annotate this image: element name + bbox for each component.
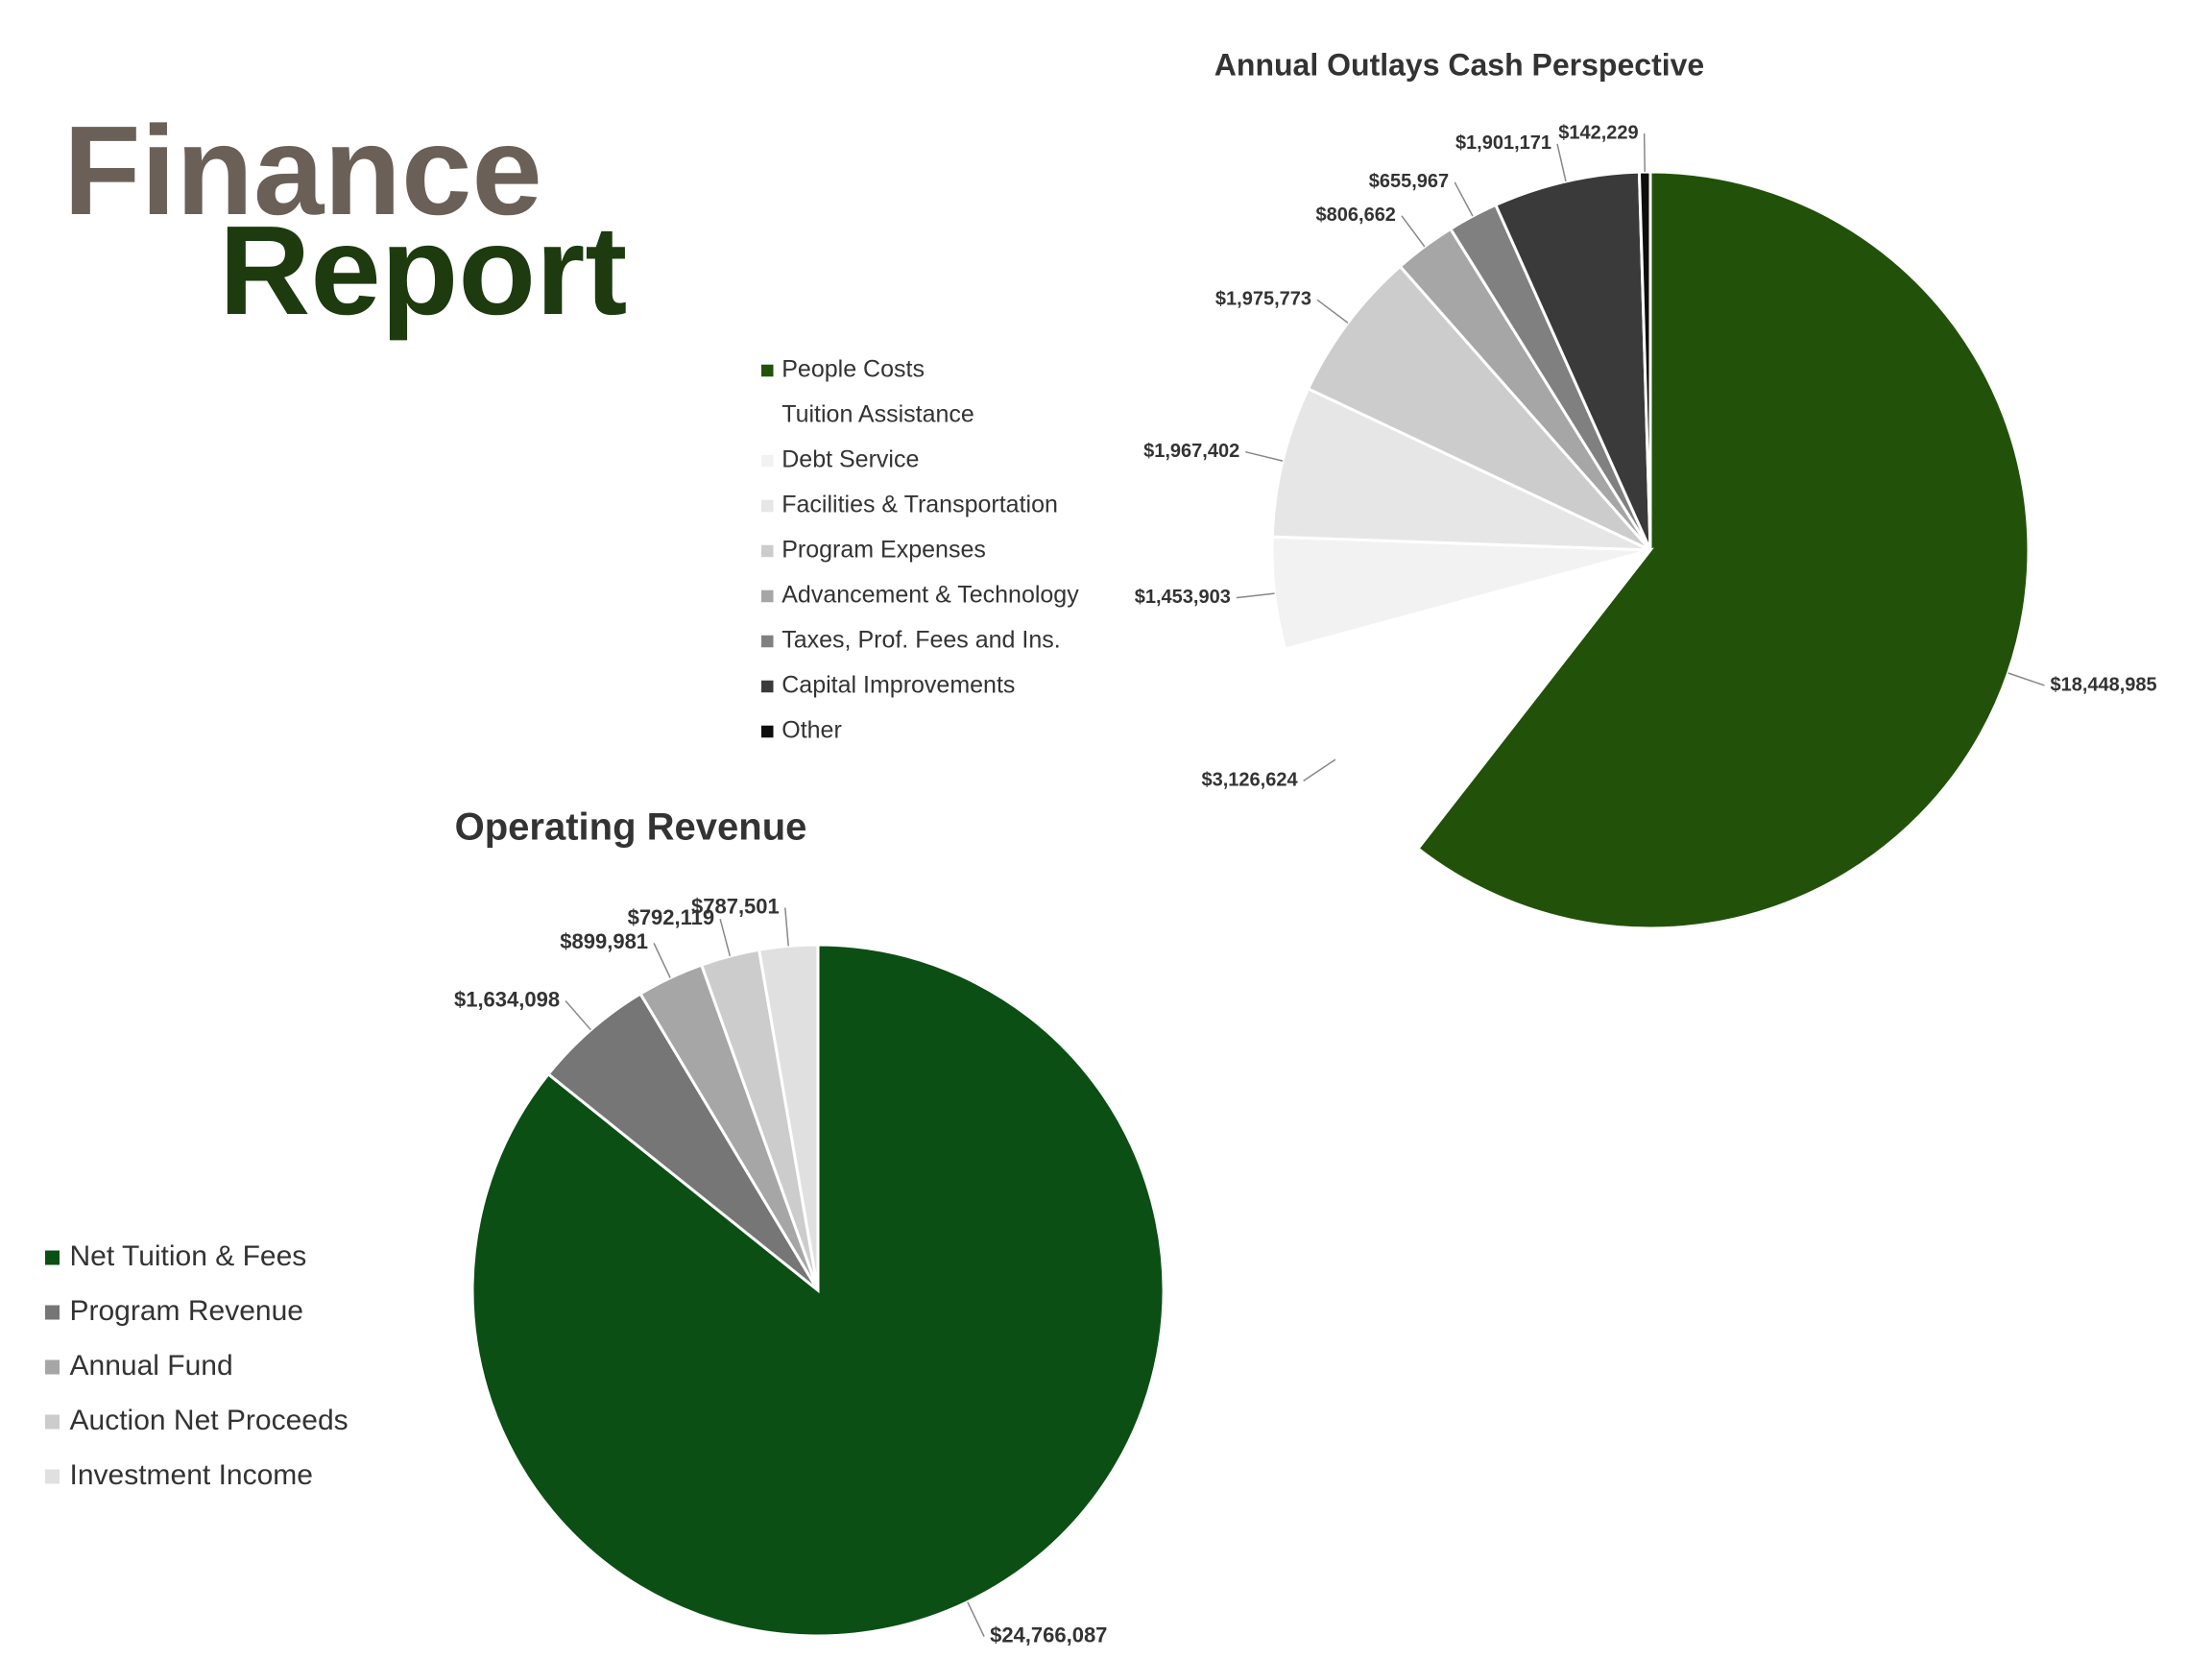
chart-title: Annual Outlays Cash Perspective bbox=[1214, 47, 1704, 82]
data-label: $18,448,985 bbox=[2050, 674, 2156, 695]
data-label: $1,901,171 bbox=[1455, 132, 1551, 154]
legend-swatch bbox=[761, 409, 774, 422]
pie-slice bbox=[546, 992, 820, 1292]
data-label: $655,967 bbox=[1369, 171, 1449, 192]
data-label: $24,766,087 bbox=[990, 1623, 1107, 1647]
legend-label: Tuition Assistance bbox=[781, 401, 974, 428]
legend-label: Annual Fund bbox=[70, 1350, 233, 1382]
legend-swatch bbox=[761, 499, 774, 513]
legend-swatch bbox=[45, 1359, 60, 1375]
legend-label: Capital Improvements bbox=[781, 672, 1015, 699]
legend-swatch bbox=[761, 680, 774, 693]
data-label: $3,126,624 bbox=[1202, 770, 1299, 791]
leader-line bbox=[1401, 215, 1426, 248]
legend-label: Debt Service bbox=[781, 446, 919, 473]
data-label: $899,981 bbox=[560, 929, 648, 953]
title-report: Report bbox=[219, 200, 627, 341]
legend-swatch bbox=[761, 589, 774, 603]
legend-label: Facilities & Transportation bbox=[781, 492, 1058, 518]
legend-label: Other bbox=[781, 717, 842, 744]
leader-line bbox=[1303, 758, 1336, 781]
legend-label: Taxes, Prof. Fees and Ins. bbox=[781, 627, 1060, 654]
data-label: $142,229 bbox=[1558, 122, 1638, 143]
legend-label: Program Expenses bbox=[781, 537, 986, 564]
legend-swatch bbox=[761, 364, 774, 377]
leader-line bbox=[967, 1601, 985, 1637]
legend-label: Auction Net Proceeds bbox=[70, 1405, 349, 1436]
leader-line bbox=[1454, 181, 1474, 217]
pie-slice bbox=[757, 943, 820, 1291]
legend-label: Program Revenue bbox=[70, 1295, 303, 1327]
legend-swatch bbox=[761, 725, 774, 738]
data-label: $787,501 bbox=[691, 894, 780, 918]
leader-line bbox=[719, 918, 732, 957]
leader-line bbox=[1316, 299, 1349, 324]
data-label: $792,119 bbox=[628, 905, 715, 929]
data-label: $806,662 bbox=[1316, 204, 1396, 226]
data-label: $1,967,402 bbox=[1143, 441, 1239, 462]
legend-label: People Costs bbox=[781, 356, 925, 383]
leader-line bbox=[1245, 450, 1284, 462]
leader-line bbox=[1643, 133, 1646, 173]
legend-label: Advancement & Technology bbox=[781, 582, 1079, 609]
legend-label: Net Tuition & Fees bbox=[70, 1240, 307, 1272]
title-finance: Finance bbox=[63, 100, 542, 241]
chart-title: Operating Revenue bbox=[455, 806, 807, 849]
pie-slice bbox=[1415, 170, 2031, 930]
leader-line bbox=[784, 907, 789, 947]
leader-line bbox=[2008, 672, 2045, 686]
data-label: $1,634,098 bbox=[454, 987, 560, 1011]
legend-swatch bbox=[45, 1414, 60, 1430]
leader-line bbox=[653, 943, 671, 978]
data-label: $1,975,773 bbox=[1215, 289, 1311, 310]
legend-swatch bbox=[761, 635, 774, 648]
leader-line bbox=[1236, 592, 1275, 599]
legend-swatch bbox=[761, 544, 774, 558]
leader-line bbox=[565, 1000, 591, 1031]
legend-swatch bbox=[761, 454, 774, 468]
data-label: $1,453,903 bbox=[1135, 587, 1231, 608]
legend-label: Investment Income bbox=[70, 1459, 313, 1491]
legend-swatch bbox=[45, 1250, 60, 1265]
legend-swatch bbox=[45, 1305, 60, 1320]
leader-line bbox=[1556, 143, 1567, 182]
legend-swatch bbox=[45, 1469, 60, 1484]
